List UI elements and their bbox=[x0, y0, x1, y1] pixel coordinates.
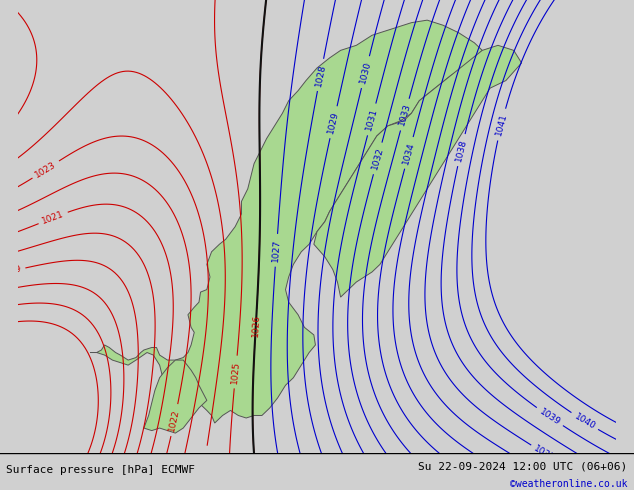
Text: 1029: 1029 bbox=[327, 110, 340, 134]
Text: 1037: 1037 bbox=[533, 444, 557, 463]
Text: Surface pressure [hPa] ECMWF: Surface pressure [hPa] ECMWF bbox=[6, 465, 195, 475]
Text: 1028: 1028 bbox=[314, 63, 327, 87]
Text: 1041: 1041 bbox=[494, 112, 508, 137]
Text: ©weatheronline.co.uk: ©weatheronline.co.uk bbox=[510, 480, 628, 490]
Text: 1025: 1025 bbox=[230, 360, 241, 384]
Polygon shape bbox=[91, 20, 482, 423]
Text: 1022: 1022 bbox=[167, 408, 181, 432]
Text: 1033: 1033 bbox=[398, 102, 412, 127]
Polygon shape bbox=[314, 46, 522, 297]
Text: 1034: 1034 bbox=[401, 141, 417, 165]
Text: 1019: 1019 bbox=[0, 265, 22, 278]
Text: 1024: 1024 bbox=[198, 450, 211, 474]
Text: 1040: 1040 bbox=[573, 412, 597, 431]
Text: 1038: 1038 bbox=[454, 138, 469, 162]
Text: 1039: 1039 bbox=[538, 407, 562, 427]
Text: 1021: 1021 bbox=[41, 210, 65, 226]
Text: 1035: 1035 bbox=[486, 460, 511, 479]
Text: 1032: 1032 bbox=[370, 146, 385, 171]
Polygon shape bbox=[144, 360, 207, 433]
Text: 1031: 1031 bbox=[365, 107, 379, 132]
Text: Su 22-09-2024 12:00 UTC (06+06): Su 22-09-2024 12:00 UTC (06+06) bbox=[418, 461, 628, 471]
Text: 1025: 1025 bbox=[0, 124, 11, 147]
Text: 1023: 1023 bbox=[34, 160, 58, 179]
Text: 1030: 1030 bbox=[358, 60, 373, 84]
Text: 1026: 1026 bbox=[250, 314, 261, 337]
Text: 1027: 1027 bbox=[271, 239, 281, 262]
Text: 1036: 1036 bbox=[548, 475, 573, 490]
